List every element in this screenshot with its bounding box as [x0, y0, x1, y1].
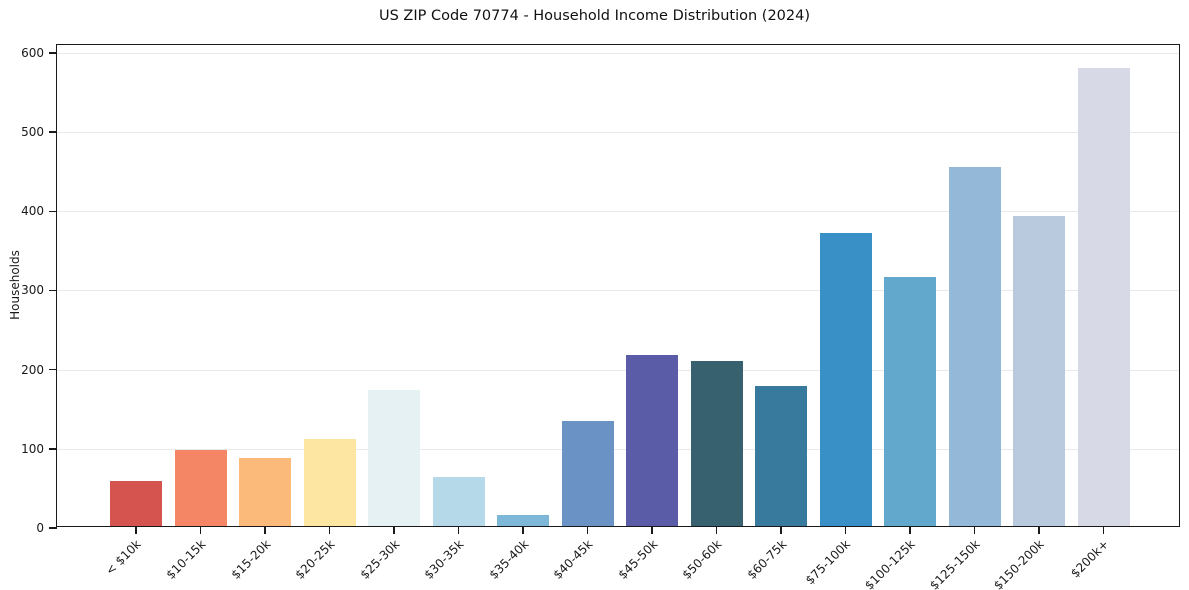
- y-axis-label: Households: [8, 250, 22, 320]
- x-tick-mark: [844, 526, 847, 534]
- x-tick-mark: [651, 526, 653, 534]
- x-tick-mark: [715, 526, 718, 534]
- chart-title: US ZIP Code 70774 - Household Income Dis…: [378, 8, 811, 24]
- bar-150-200k: [1013, 216, 1065, 526]
- y-tick-mark: [49, 527, 57, 529]
- y-tick-mark: [49, 368, 57, 371]
- x-tick-mark: [522, 526, 524, 534]
- x-tick-mark: [457, 526, 460, 534]
- bar-30-35k: [432, 476, 485, 526]
- bar-50-60k: [690, 361, 743, 526]
- gridline: [57, 448, 1179, 450]
- y-tick-label: 600: [21, 45, 44, 60]
- bar-25-30k: [368, 389, 420, 526]
- x-tick-mark: [586, 526, 589, 534]
- y-tick-mark: [49, 448, 57, 450]
- x-tick-mark: [973, 526, 976, 534]
- bar-45-50k: [626, 354, 678, 526]
- bar-10k: [110, 480, 162, 526]
- gridline: [57, 290, 1179, 292]
- x-tick-label: $75-100k: [803, 537, 854, 588]
- x-tick-label: $20-25k: [292, 537, 338, 582]
- x-tick-label: $35-40k: [486, 537, 531, 582]
- bar-200k: [1077, 67, 1130, 526]
- bar-20-25k: [303, 438, 356, 526]
- y-tick-mark: [49, 210, 57, 213]
- x-tick-label: $150-200k: [991, 537, 1047, 590]
- x-tick-mark: [393, 526, 395, 534]
- x-tick-mark: [780, 526, 782, 534]
- gridline: [57, 211, 1179, 213]
- bar-125-150k: [948, 167, 1001, 526]
- x-tick-label: $40-45k: [550, 537, 596, 582]
- y-tick-label: 500: [21, 125, 44, 140]
- x-tick-label: $25-30k: [357, 537, 402, 582]
- y-tick-label: 400: [21, 204, 44, 219]
- x-tick-label: $50-60k: [679, 537, 725, 582]
- x-tick-mark: [909, 526, 911, 534]
- gridline: [57, 52, 1179, 54]
- x-tick-mark: [328, 526, 331, 534]
- x-tick-label: $200k+: [1067, 537, 1112, 581]
- x-tick-label: $10-15k: [163, 537, 209, 582]
- bar-15-20k: [239, 457, 291, 526]
- bar-100-125k: [884, 277, 936, 526]
- x-tick-label: $100-125k: [862, 537, 918, 590]
- x-tick-mark: [1102, 526, 1105, 534]
- plot-area: 0 100 200 300 400 500 600 < $10k $10-15k $15-20k $…: [21, 44, 1180, 590]
- y-tick-label: 200: [21, 362, 44, 377]
- y-tick-mark: [49, 52, 57, 54]
- x-tick-label: $125-150k: [926, 537, 983, 590]
- bar-40-45k: [561, 421, 614, 526]
- x-tick-label: $15-20k: [228, 537, 273, 582]
- y-tick-mark: [49, 289, 57, 292]
- x-tick-label: $30-35k: [421, 537, 467, 582]
- gridline: [57, 132, 1179, 134]
- bar-75-100k: [819, 233, 872, 526]
- x-tick-mark: [135, 526, 137, 534]
- x-tick-mark: [199, 526, 202, 534]
- x-tick-mark: [1038, 526, 1040, 534]
- x-tick-label: $60-75k: [744, 537, 789, 582]
- y-tick-label: 100: [21, 441, 44, 456]
- x-tick-label: $45-50k: [615, 537, 660, 582]
- bar-10-15k: [174, 450, 227, 526]
- y-tick-label: 0: [36, 521, 44, 535]
- bar-60-75k: [755, 385, 807, 526]
- x-tick-label: < $10k: [103, 537, 144, 578]
- gridline: [57, 369, 1179, 371]
- y-tick-label: 300: [21, 283, 44, 298]
- y-tick-mark: [49, 131, 57, 133]
- bar-35-40k: [497, 514, 549, 526]
- x-tick-mark: [264, 526, 266, 534]
